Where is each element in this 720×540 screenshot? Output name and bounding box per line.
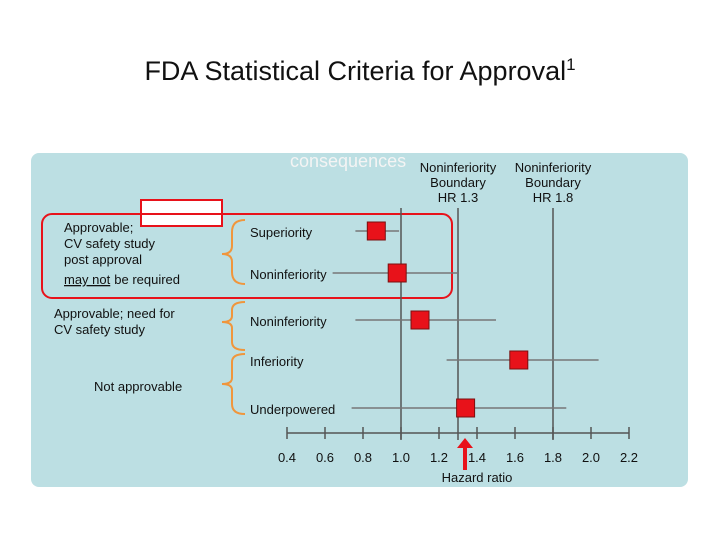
row-label: Inferiority <box>250 354 304 369</box>
slide-title: FDA Statistical Criteria for Approval1 <box>144 55 575 86</box>
estimate-marker <box>509 350 529 370</box>
highlight-frame <box>41 213 453 299</box>
outcome-label: Approvable; need for <box>54 306 175 321</box>
boundary-label: Boundary <box>525 175 581 190</box>
boundary-label: HR 1.8 <box>533 190 573 205</box>
x-tick-label: 0.6 <box>316 450 334 465</box>
plot: 0.4 0.6 0.8 1.0 1.2 1.4 1.6 1.8 2.0 2.2 Hazard rat… <box>54 160 638 485</box>
x-tick-label: 1.4 <box>468 450 486 465</box>
boundary-label: HR 1.3 <box>438 190 478 205</box>
x-axis-label: Hazard ratio <box>442 470 513 485</box>
x-tick-label: 2.2 <box>620 450 638 465</box>
row-label: Superiority <box>250 225 313 240</box>
x-tick-label: 0.4 <box>278 450 296 465</box>
x-tick-label: 1.8 <box>544 450 562 465</box>
x-tick-label: 1.0 <box>392 450 410 465</box>
title-text: FDA Statistical Criteria for Approval <box>144 56 566 86</box>
title-superscript: 1 <box>566 55 575 74</box>
row-label: Noninferiority <box>250 314 327 329</box>
overlay-text: consequences <box>290 151 406 171</box>
estimate-marker <box>456 398 476 418</box>
estimate-marker <box>387 263 407 283</box>
x-tick-label: 1.2 <box>430 450 448 465</box>
row-label: Underpowered <box>250 402 335 417</box>
outcome-label: Approvable; <box>64 220 133 235</box>
boundary-label: Noninferiority <box>420 160 497 175</box>
boundary-label: Noninferiority <box>515 160 592 175</box>
estimate-marker <box>366 221 386 241</box>
estimate-marker <box>410 310 430 330</box>
x-tick-label: 0.8 <box>354 450 372 465</box>
outcome-label: CV safety study <box>64 236 156 251</box>
outcome-label: CV safety study <box>54 322 146 337</box>
boundary-label: Boundary <box>430 175 486 190</box>
outcome-text: be required <box>114 272 180 287</box>
outcome-label: Not approvable <box>94 379 182 394</box>
row-label: Noninferiority <box>250 267 327 282</box>
x-tick-label: 1.6 <box>506 450 524 465</box>
outcome-label: post approval <box>64 252 142 267</box>
brackets <box>221 219 246 415</box>
underlined-text: may not <box>64 272 111 287</box>
outcome-label: may not be required <box>64 272 180 287</box>
arrow <box>457 438 473 470</box>
x-tick-label: 2.0 <box>582 450 600 465</box>
